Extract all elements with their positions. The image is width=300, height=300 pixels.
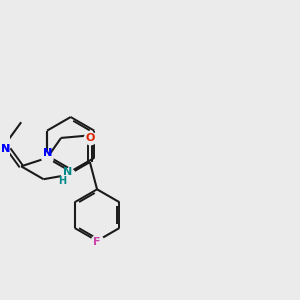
Text: F: F: [93, 237, 101, 248]
Text: N: N: [1, 144, 10, 154]
Text: N: N: [63, 167, 72, 177]
Text: N: N: [1, 144, 10, 154]
Text: N: N: [43, 148, 52, 158]
Text: N: N: [43, 148, 52, 158]
Text: H: H: [58, 176, 66, 186]
Text: O: O: [85, 133, 94, 143]
